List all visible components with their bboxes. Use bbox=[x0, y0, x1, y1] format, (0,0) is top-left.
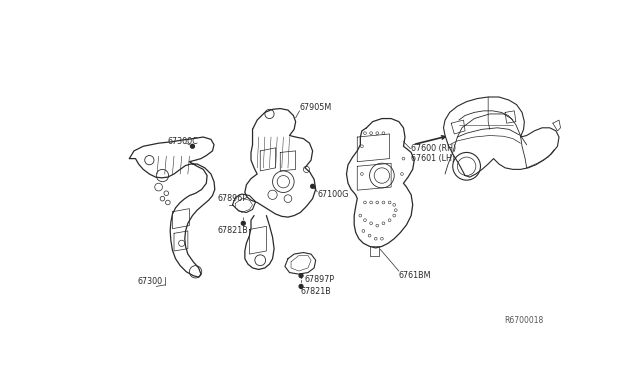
Text: 67821B: 67821B bbox=[300, 286, 331, 295]
Text: R6700018: R6700018 bbox=[504, 316, 543, 325]
Circle shape bbox=[299, 285, 303, 288]
Text: 6761BM: 6761BM bbox=[399, 271, 431, 280]
Circle shape bbox=[241, 221, 245, 225]
Text: 67897P: 67897P bbox=[305, 275, 335, 284]
Text: 67905M: 67905M bbox=[300, 103, 332, 112]
Text: 67896P: 67896P bbox=[217, 194, 247, 203]
Circle shape bbox=[191, 144, 195, 148]
Text: 67600 (RH): 67600 (RH) bbox=[411, 144, 456, 153]
Text: 67821B: 67821B bbox=[217, 227, 248, 235]
Circle shape bbox=[299, 274, 303, 278]
Text: 67300C: 67300C bbox=[168, 137, 198, 146]
Text: 67601 (LH): 67601 (LH) bbox=[411, 154, 455, 163]
Text: 67100G: 67100G bbox=[317, 189, 349, 199]
Text: 67300: 67300 bbox=[137, 276, 162, 286]
Circle shape bbox=[310, 185, 314, 188]
